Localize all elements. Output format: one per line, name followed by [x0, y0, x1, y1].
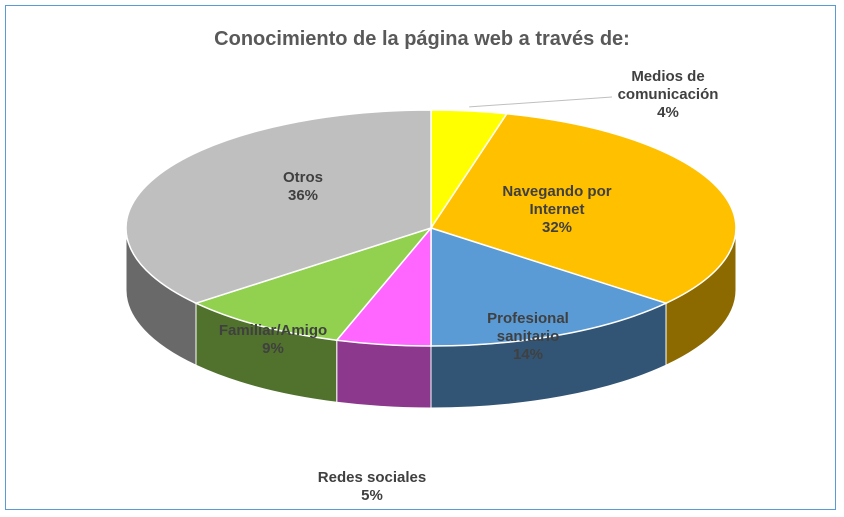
data-label-name: Redes sociales [317, 469, 427, 486]
leader-line [469, 96, 613, 108]
data-label: Redes sociales 5% [292, 469, 452, 505]
slice [125, 109, 432, 305]
data-label-value: 14% [512, 346, 544, 363]
data-label: Navegando por Internet 32% [497, 183, 617, 237]
data-label-value: 32% [541, 219, 573, 236]
data-label: Profesional sanitario 14% [473, 310, 583, 364]
data-label-value: 9% [262, 340, 284, 357]
slice [193, 226, 434, 342]
data-label-name: Profesional sanitario [487, 310, 569, 345]
slice [430, 226, 669, 347]
slice-tops [125, 109, 737, 347]
frame [5, 5, 836, 510]
slice [429, 112, 737, 305]
chart-title: Conocimiento de la página web a través d… [214, 28, 630, 50]
data-label-name: Medios de comunicación [617, 68, 719, 103]
data-label-name: Familiar/Amigo [218, 322, 328, 339]
data-label-value: 5% [361, 487, 383, 504]
data-label-name: Otros [282, 169, 323, 186]
data-label: Familiar/Amigo 9% [193, 322, 353, 358]
data-label: Medios de comunicación 4% [608, 68, 728, 122]
data-label-name: Navegando por Internet [502, 183, 612, 218]
data-label: Otros 36% [253, 169, 353, 205]
data-label-value: 36% [287, 187, 319, 204]
data-label-value: 4% [657, 104, 679, 121]
